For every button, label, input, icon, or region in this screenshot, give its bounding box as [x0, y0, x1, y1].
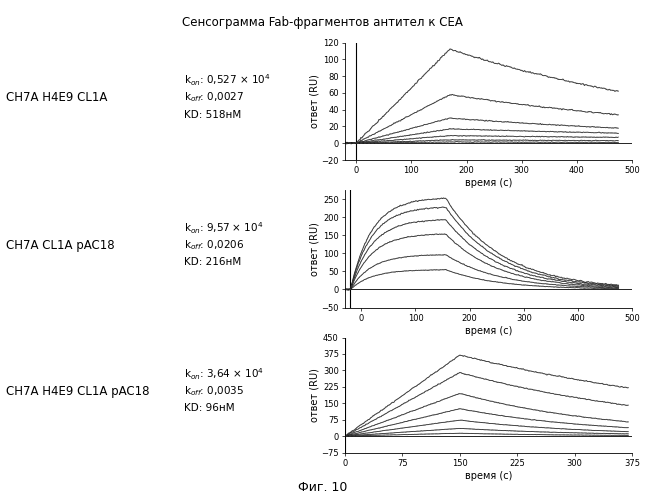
Text: k$_{off}$: 0,0027: k$_{off}$: 0,0027: [184, 90, 244, 104]
Y-axis label: ответ (RU): ответ (RU): [310, 74, 320, 128]
Text: k$_{on}$: 9,57 × 10$^{4}$: k$_{on}$: 9,57 × 10$^{4}$: [184, 220, 263, 236]
Text: k$_{off}$: 0,0206: k$_{off}$: 0,0206: [184, 238, 244, 252]
X-axis label: время (с): время (с): [465, 470, 512, 480]
Y-axis label: ответ (RU): ответ (RU): [310, 222, 320, 276]
Text: Сенсограмма Fab-фрагментов антител к CEA: Сенсограмма Fab-фрагментов антител к CEA: [182, 16, 463, 29]
Text: k$_{off}$: 0,0035: k$_{off}$: 0,0035: [184, 384, 244, 398]
X-axis label: время (с): время (с): [465, 178, 512, 188]
Text: KD: 518нМ: KD: 518нМ: [184, 110, 241, 120]
Text: CH7A H4E9 CL1A pAC18: CH7A H4E9 CL1A pAC18: [6, 385, 150, 398]
Text: k$_{on}$: 3,64 × 10$^{4}$: k$_{on}$: 3,64 × 10$^{4}$: [184, 366, 264, 382]
Text: KD: 216нМ: KD: 216нМ: [184, 257, 241, 267]
Y-axis label: ответ (RU): ответ (RU): [310, 368, 320, 422]
Text: k$_{on}$: 0,527 × 10$^{4}$: k$_{on}$: 0,527 × 10$^{4}$: [184, 72, 270, 88]
Text: CH7A H4E9 CL1A: CH7A H4E9 CL1A: [6, 91, 108, 104]
X-axis label: время (с): время (с): [465, 326, 512, 336]
Text: KD: 96нМ: KD: 96нМ: [184, 403, 234, 413]
Text: CH7A CL1A pAC18: CH7A CL1A pAC18: [6, 238, 115, 252]
Text: Фиг. 10: Фиг. 10: [298, 481, 347, 494]
